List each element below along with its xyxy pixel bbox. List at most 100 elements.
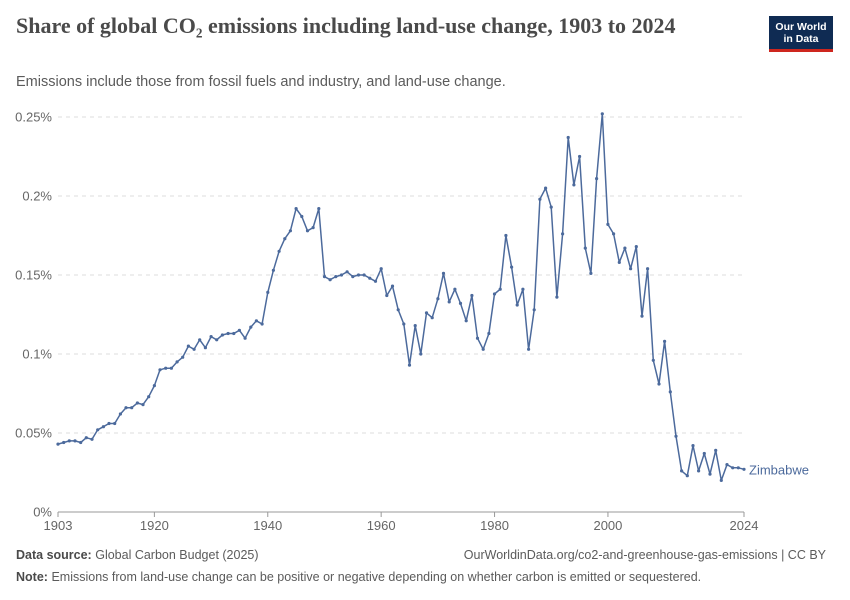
logo-line-1: Our World xyxy=(775,21,827,33)
data-point xyxy=(538,197,542,201)
series-label[interactable]: Zimbabwe xyxy=(749,462,809,477)
data-point xyxy=(436,297,440,301)
data-point xyxy=(147,395,151,399)
data-point xyxy=(736,466,740,470)
data-point xyxy=(464,319,468,323)
data-point xyxy=(96,428,100,432)
data-point xyxy=(300,214,304,219)
data-point xyxy=(118,412,122,416)
data-point xyxy=(169,366,173,370)
data-point xyxy=(277,249,281,253)
data-point xyxy=(731,466,735,470)
data-point xyxy=(356,273,361,277)
data-point xyxy=(691,444,695,448)
data-point xyxy=(351,275,355,279)
data-point xyxy=(566,135,570,140)
data-point xyxy=(510,265,514,269)
data-point xyxy=(84,436,88,440)
owid-logo[interactable]: Our World in Data xyxy=(769,16,833,52)
note-label: Note: xyxy=(16,570,48,584)
data-point xyxy=(209,335,213,339)
data-point xyxy=(623,246,627,250)
data-point xyxy=(56,442,60,446)
data-point xyxy=(67,439,71,443)
x-tick-label: 1980 xyxy=(480,518,509,533)
data-point xyxy=(368,276,372,280)
data-point xyxy=(288,229,292,233)
data-point xyxy=(424,311,429,315)
data-point xyxy=(668,390,672,394)
data-point xyxy=(663,339,667,343)
x-tick-label: 1940 xyxy=(253,518,282,533)
credit-link[interactable]: OurWorldinData.org/co2-and-greenhouse-ga… xyxy=(463,548,826,562)
logo-line-2: in Data xyxy=(783,33,819,45)
data-point xyxy=(141,403,145,407)
data-point xyxy=(430,316,434,320)
data-point xyxy=(600,112,604,116)
data-point xyxy=(73,439,77,443)
series-group: Zimbabwe xyxy=(56,112,809,482)
data-point xyxy=(640,314,644,318)
note: Note: Emissions from land-use change can… xyxy=(16,570,701,584)
data-point xyxy=(498,287,502,291)
data-point xyxy=(674,434,678,438)
data-point xyxy=(175,360,179,364)
data-point xyxy=(470,293,474,298)
data-point xyxy=(453,287,457,291)
y-tick-label: 0.15% xyxy=(15,268,52,283)
data-point xyxy=(181,355,185,359)
data-point xyxy=(283,237,287,241)
data-point xyxy=(107,421,111,426)
data-point xyxy=(220,333,224,337)
x-tick-label: 1903 xyxy=(44,518,73,533)
data-point xyxy=(135,401,139,405)
data-point xyxy=(549,205,553,209)
data-point xyxy=(226,331,230,336)
data-point xyxy=(583,246,587,250)
data-point xyxy=(249,325,253,329)
y-tick-label: 0.1% xyxy=(22,347,52,362)
x-tick-label: 2000 xyxy=(593,518,622,533)
data-point xyxy=(651,358,655,362)
note-text: Emissions from land-use change can be po… xyxy=(51,570,702,584)
data-point xyxy=(595,177,599,181)
data-point xyxy=(266,290,270,294)
data-point xyxy=(589,271,593,275)
data-point xyxy=(311,226,315,230)
y-tick-label: 0.05% xyxy=(15,426,52,441)
chart-title: Share of global CO₂ emissions including … xyxy=(16,13,676,38)
y-axis-ticks: 0% 0.05% 0.1% 0.15% 0.2% 0.25% xyxy=(15,110,52,520)
chart-subtitle: Emissions include those from fossil fuel… xyxy=(16,74,506,90)
data-point xyxy=(113,421,117,426)
data-point xyxy=(629,267,633,271)
data-point xyxy=(532,308,536,312)
grid-lines xyxy=(58,116,744,513)
data-point xyxy=(697,469,701,473)
data-point xyxy=(719,478,723,482)
data-point xyxy=(186,344,190,348)
data-point xyxy=(725,463,729,467)
data-point xyxy=(124,406,128,410)
data-point xyxy=(243,336,247,340)
data-point xyxy=(390,284,395,288)
data-point xyxy=(192,347,196,351)
x-axis-ticks: 1903 1920 1940 1960 1980 2000 2024 xyxy=(44,512,759,533)
data-source-link[interactable]: Global Carbon Budget (2025) xyxy=(95,548,259,562)
data-point xyxy=(198,338,202,342)
data-point xyxy=(606,222,610,226)
data-source: Data source: Global Carbon Budget (2025) xyxy=(16,548,259,562)
series-line-zimbabwe[interactable] xyxy=(57,113,745,482)
data-point xyxy=(215,338,219,342)
x-tick-label: 2024 xyxy=(730,518,759,533)
data-point xyxy=(413,324,417,328)
data-point xyxy=(634,245,638,249)
data-point xyxy=(130,406,134,410)
data-point xyxy=(402,322,406,326)
data-point xyxy=(164,366,168,370)
y-tick-label: 0% xyxy=(33,505,52,520)
data-point xyxy=(521,287,525,291)
data-point xyxy=(657,382,661,386)
data-point xyxy=(475,336,480,340)
data-point xyxy=(317,207,321,211)
data-point xyxy=(561,232,565,236)
